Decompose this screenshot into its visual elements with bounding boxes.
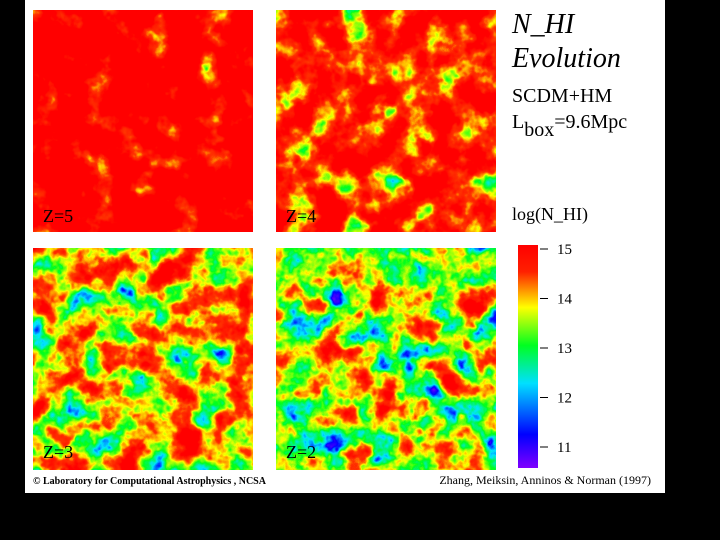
panels: Z=5 Z=4 Z=3 Z=2: [33, 10, 496, 470]
box-subscript: box: [524, 119, 554, 141]
panel-label: Z=4: [286, 206, 316, 226]
box-size: Lbox=9.6Mpc: [512, 111, 627, 141]
panel-label: Z=2: [286, 442, 316, 462]
simulation-panel: [33, 10, 253, 232]
panel-label: Z=3: [43, 442, 73, 462]
credit-left: © Laboratory for Computational Astrophys…: [33, 476, 267, 487]
colorbar-tick-label: 12: [557, 391, 572, 407]
simulation-panel: [276, 248, 496, 470]
colorbar-tick-label: 15: [557, 242, 572, 258]
colorbar-tick-label: 14: [557, 292, 573, 308]
simulation-panel: [276, 10, 496, 232]
credit-right: Zhang, Meiksin, Anninos & Norman (1997): [439, 473, 651, 487]
panel-label: Z=5: [43, 206, 73, 226]
model: SCDM+HM: [512, 85, 612, 107]
colorbar-label: log(N_HI): [512, 204, 588, 225]
box-label: L: [512, 111, 524, 133]
simulation-panel: [33, 248, 253, 470]
colorbar-tick-label: 13: [557, 341, 572, 357]
subtitle: Evolution: [511, 43, 621, 74]
colorbar: [518, 245, 538, 468]
colorbar-tick-label: 11: [557, 440, 571, 456]
title: N_HI: [511, 9, 576, 40]
box-value: =9.6Mpc: [554, 111, 627, 133]
colorbar-ticks: 15 14 13 12 11: [540, 242, 573, 456]
